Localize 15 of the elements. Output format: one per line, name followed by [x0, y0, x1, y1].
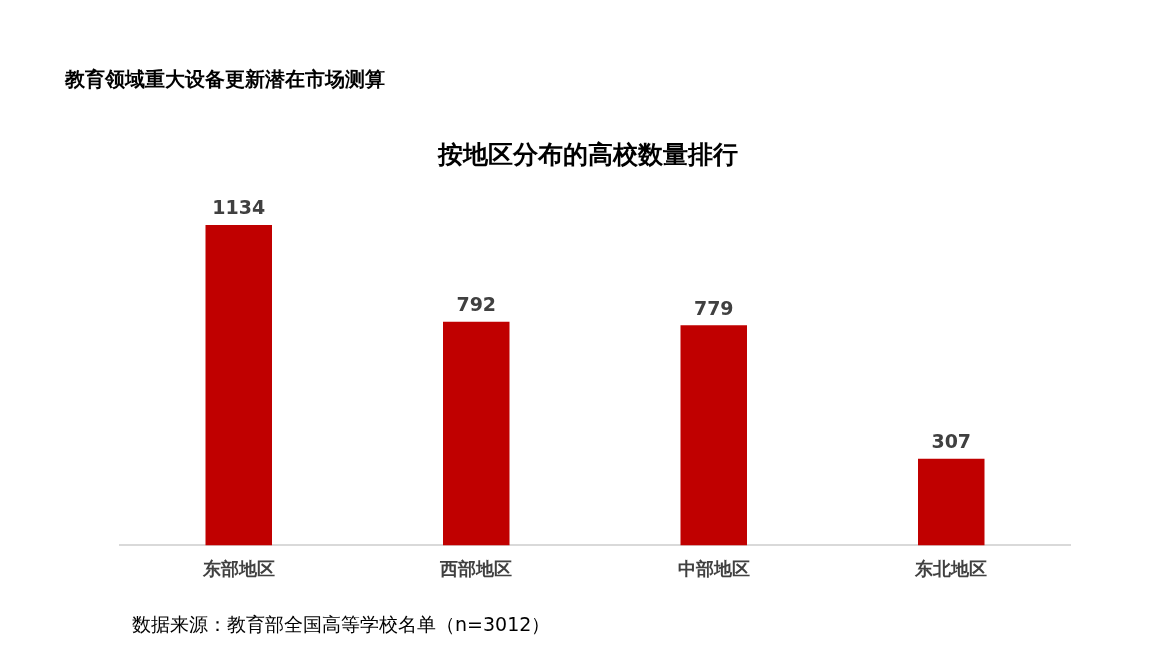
chart-subtitle: 教育领域重大设备更新潜在市场测算: [65, 66, 385, 93]
bar: [680, 325, 747, 546]
data-label: 307: [931, 430, 972, 453]
data-label: 779: [693, 296, 734, 319]
x-tick-label: 东北地区: [914, 557, 988, 579]
bar: [918, 458, 985, 546]
data-label: 792: [456, 293, 497, 316]
source-note: 数据来源：教育部全国高等学校名单（n=3012）: [132, 612, 551, 637]
bar: [443, 321, 510, 546]
x-tick-label: 中部地区: [677, 557, 750, 579]
data-label: 1134: [212, 196, 266, 219]
x-tick-label: 西部地区: [439, 557, 513, 579]
x-tick-label: 东部地区: [201, 557, 275, 579]
chart-title: 按地区分布的高校数量排行: [436, 139, 739, 171]
bar: [205, 225, 272, 546]
